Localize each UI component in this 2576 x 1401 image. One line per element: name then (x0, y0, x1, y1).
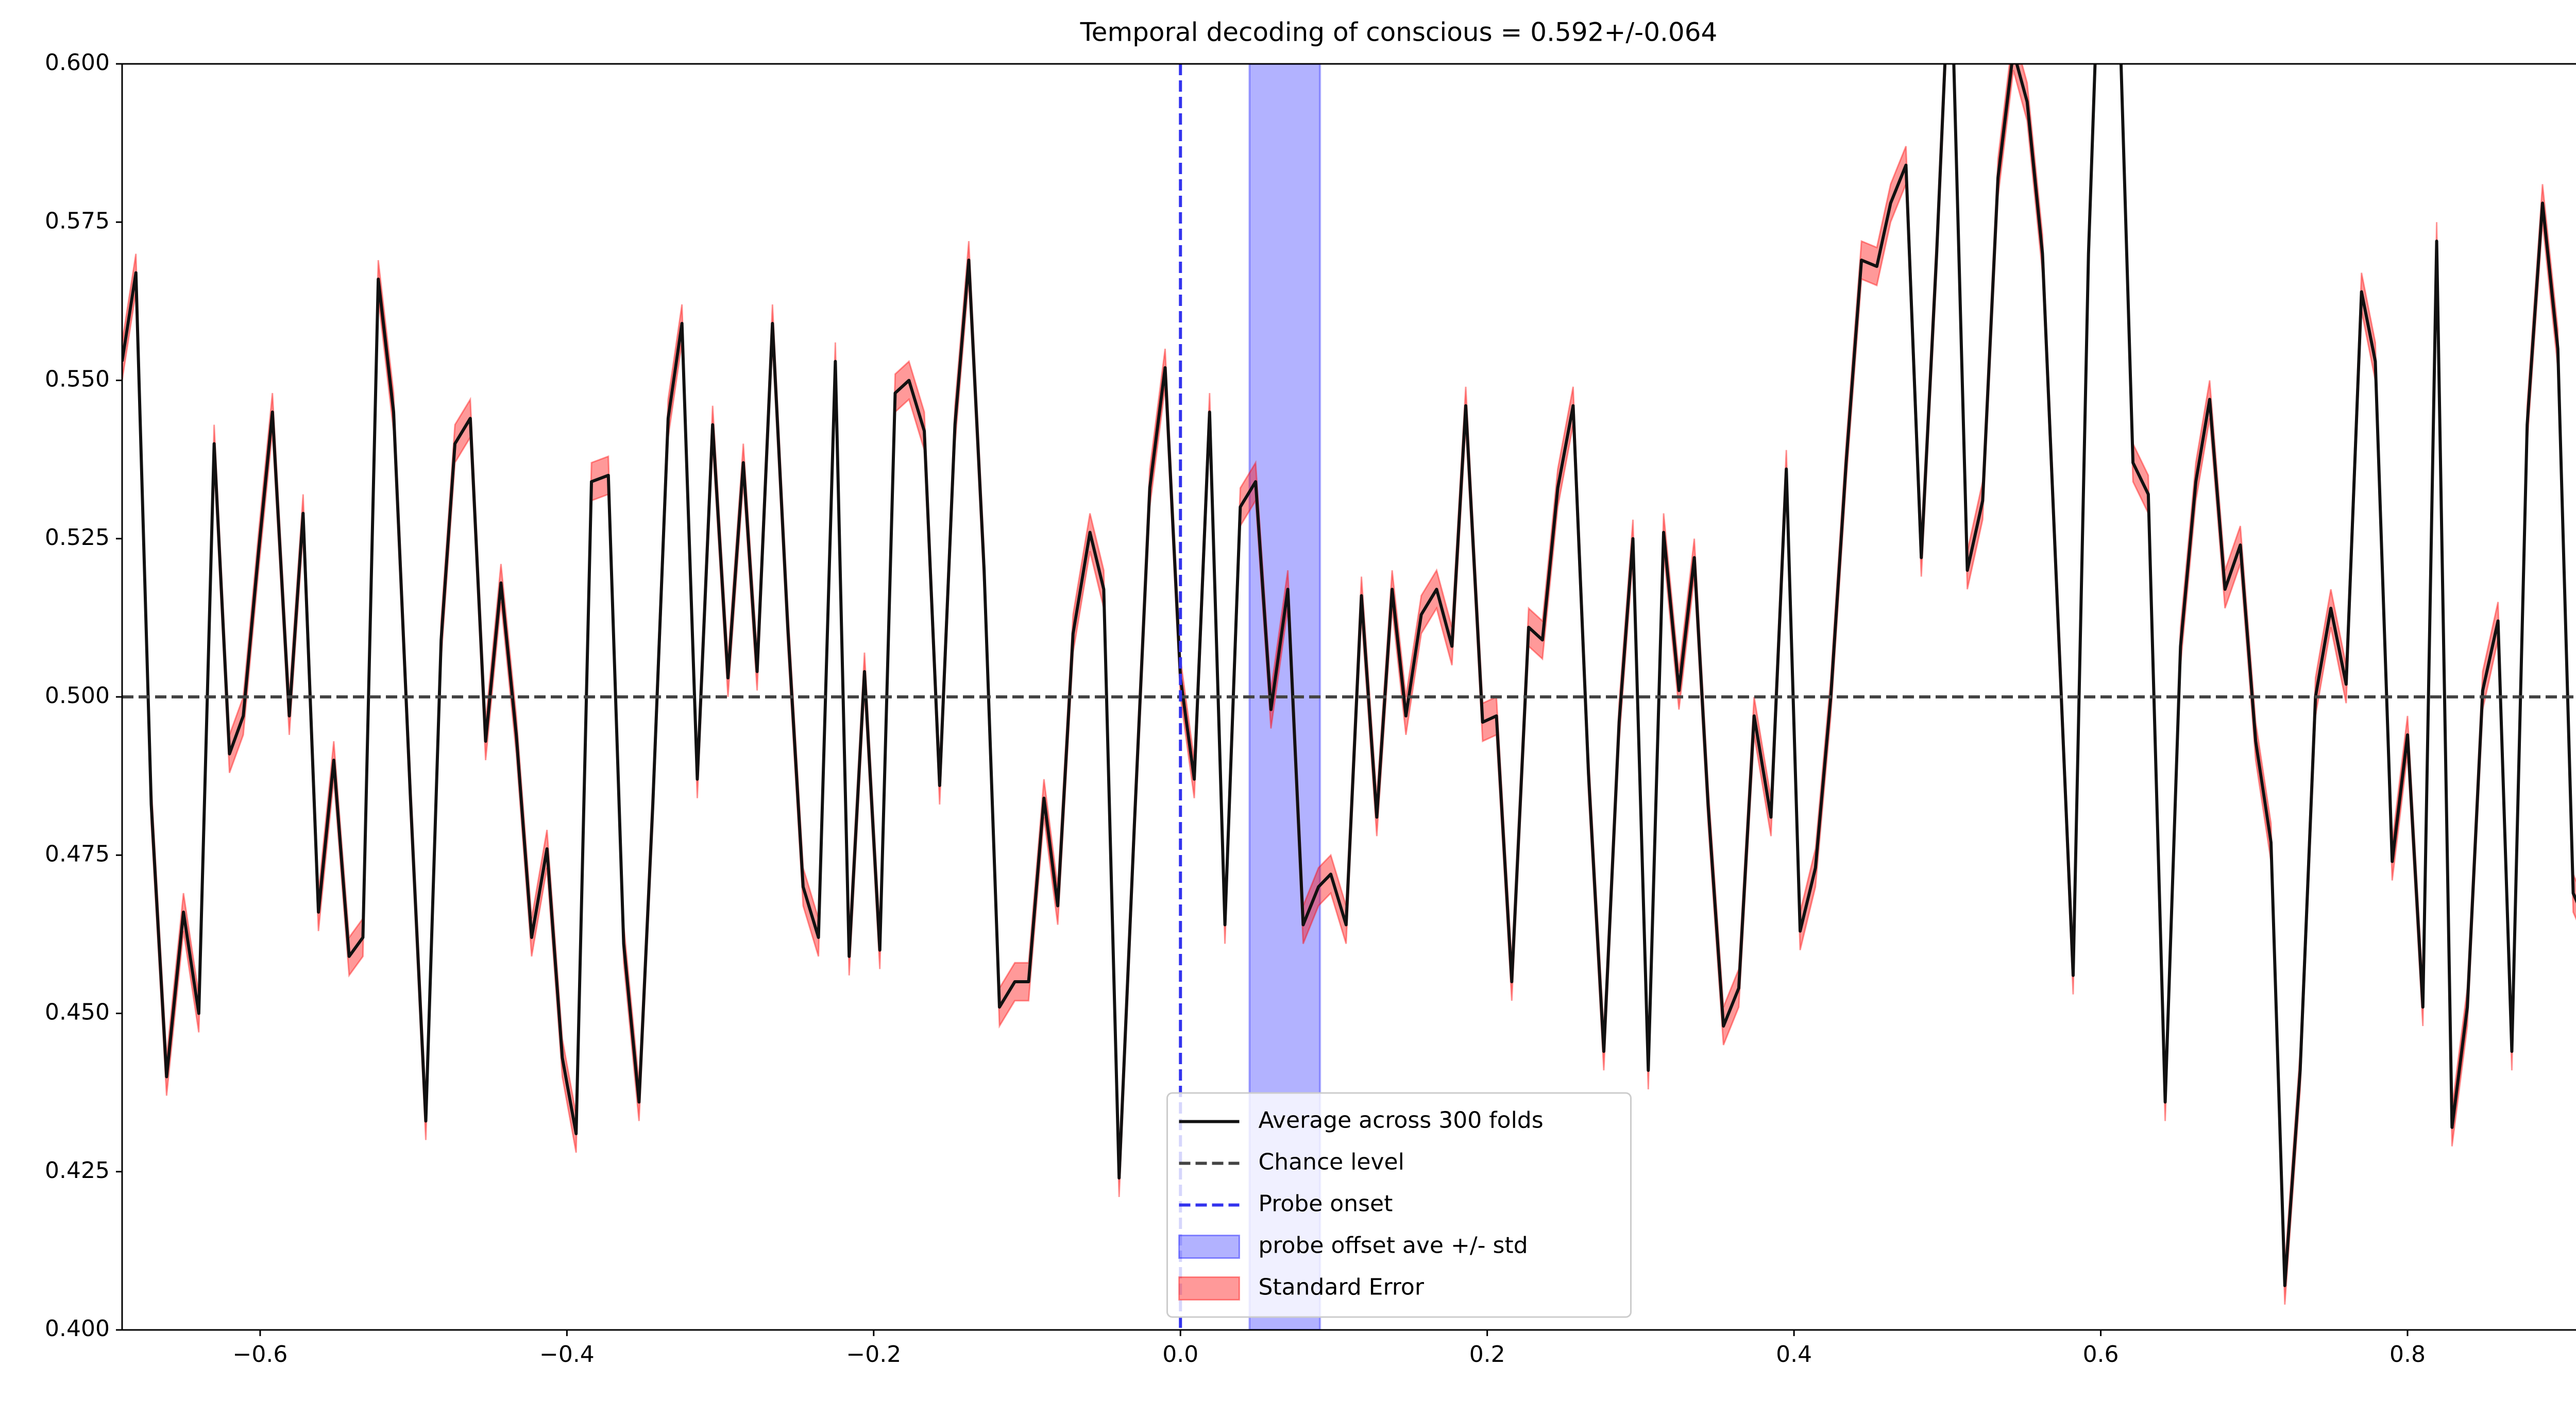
x-tick-label: 0.2 (1469, 1341, 1505, 1368)
y-tick-label: 0.500 (45, 682, 110, 709)
axes: −0.6 −0.4 −0.2 0.0 0.2 0.4 0.6 0.8 0.400 0.425 0.4… (45, 49, 2576, 1368)
legend-handle (1178, 1235, 1240, 1259)
x-tick-label: 0.8 (2389, 1341, 2426, 1368)
data-line (122, 64, 2576, 1287)
x-tick-label: 0.4 (1776, 1341, 1812, 1368)
x-tick-label: −0.2 (846, 1341, 901, 1368)
x-tick-label: 0.6 (2083, 1341, 2119, 1368)
legend-handle (1178, 1276, 1240, 1301)
x-tick-label: −0.4 (539, 1341, 595, 1368)
y-tick-label: 0.525 (45, 524, 110, 551)
y-tick-label: 0.450 (45, 999, 110, 1026)
y-tick-label: 0.475 (45, 841, 110, 867)
y-tick-label: 0.600 (45, 49, 110, 76)
y-tick-label: 0.575 (45, 208, 110, 234)
legend-label: Probe onset (1259, 1191, 1393, 1217)
y-tick-label: 0.400 (45, 1315, 110, 1342)
y-tick-label: 0.425 (45, 1157, 110, 1184)
x-tick-label: −0.6 (233, 1341, 288, 1368)
legend-label: Average across 300 folds (1259, 1107, 1544, 1134)
x-tick-label: 0.0 (1162, 1341, 1198, 1368)
legend-label: probe offset ave +/- std (1259, 1233, 1528, 1259)
legend: Average across 300 folds Chance level Prob… (1166, 1092, 1632, 1318)
chart-title: Temporal decoding of conscious = 0.592+/… (1080, 18, 1718, 47)
y-tick-label: 0.550 (45, 366, 110, 392)
legend-box (1166, 1092, 1632, 1318)
legend-label: Standard Error (1259, 1274, 1425, 1301)
legend-label: Chance level (1259, 1149, 1404, 1175)
